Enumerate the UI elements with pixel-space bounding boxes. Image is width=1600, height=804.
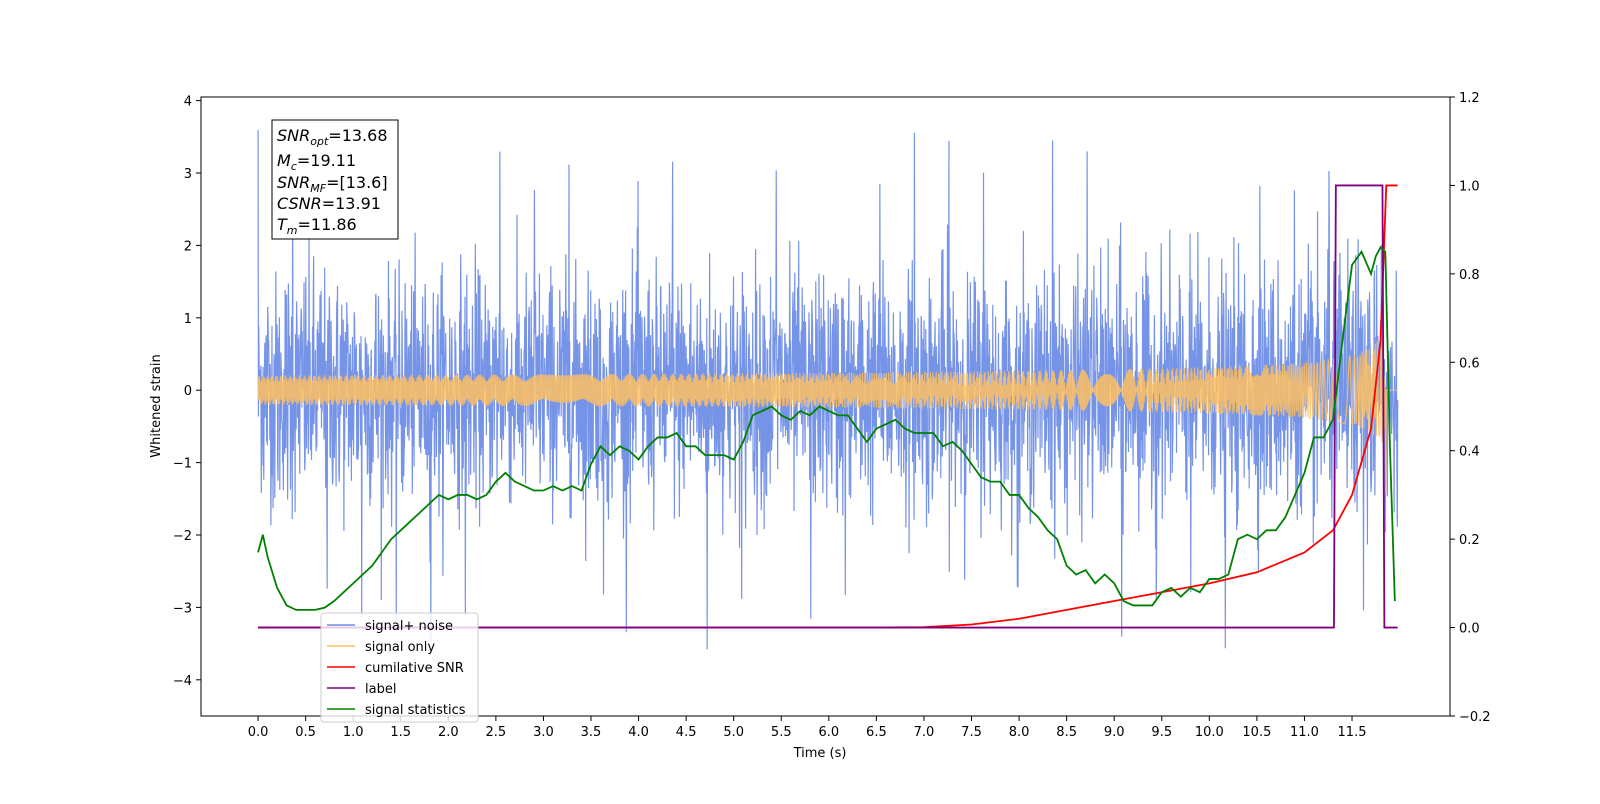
y-tick-label: 4 bbox=[184, 95, 192, 110]
x-tick-label: 9.5 bbox=[1151, 725, 1172, 740]
x-axis-title: Time (s) bbox=[793, 746, 847, 761]
x-tick-label: 9.0 bbox=[1104, 725, 1125, 740]
stats-tm: Tm=11.86 bbox=[277, 215, 357, 237]
y-axis: −4 −3 −2 −1 0 1 2 3 4 bbox=[173, 95, 201, 689]
y-tick-label: 1 bbox=[184, 312, 192, 327]
x-tick-label: 3.0 bbox=[533, 725, 554, 740]
stats-box: SNRopt=13.68 Mc=19.11 SNRMF=[13.6] CSNR=… bbox=[271, 119, 399, 240]
x-tick-label: 6.5 bbox=[866, 725, 887, 740]
x-tick-label: 3.5 bbox=[581, 725, 602, 740]
x-tick-label: 7.0 bbox=[914, 725, 935, 740]
stats-snr-opt: SNRopt=13.68 bbox=[277, 126, 388, 148]
y2-tick-label: 0.0 bbox=[1459, 622, 1480, 637]
x-tick-label: 5.5 bbox=[771, 725, 792, 740]
series-signal-only-line bbox=[257, 330, 1398, 494]
stats-box-frame bbox=[271, 119, 399, 240]
y2-tick-label: 0.4 bbox=[1459, 445, 1480, 460]
x-tick-label: 1.5 bbox=[390, 725, 411, 740]
series-signal-noise-line bbox=[257, 129, 1399, 650]
x-tick-label: 2.5 bbox=[486, 725, 507, 740]
legend-label-signal-statistics: signal statistics bbox=[365, 703, 466, 718]
y-tick-label: −3 bbox=[173, 601, 192, 616]
series-cumulative-snr-line bbox=[258, 184, 1398, 629]
x-tick-label: 5.0 bbox=[723, 725, 744, 740]
x-tick-label: 2.0 bbox=[438, 725, 459, 740]
x-tick-label: 4.5 bbox=[676, 725, 697, 740]
x-tick-label: 8.0 bbox=[1009, 725, 1030, 740]
legend-frame bbox=[320, 612, 479, 723]
x-axis: 0.0 0.5 1.0 1.5 2.0 2.5 3.0 3.5 4.0 4.5 5.0 5.5 6.0 6… bbox=[248, 716, 1367, 740]
x-tick-label: 10.0 bbox=[1195, 725, 1224, 740]
x-tick-label: 11.0 bbox=[1290, 725, 1319, 740]
y-tick-label: 0 bbox=[184, 384, 192, 399]
x-tick-label: 8.5 bbox=[1056, 725, 1077, 740]
legend-label-signal-only: signal only bbox=[365, 640, 435, 655]
x-tick-label: 10.5 bbox=[1242, 725, 1271, 740]
series-signal-statistics-line bbox=[257, 245, 1396, 611]
y-tick-label: 3 bbox=[184, 167, 192, 182]
stats-csnr: CSNR=13.91 bbox=[277, 194, 381, 213]
legend-label-cumulative-snr: cumilative SNR bbox=[365, 661, 464, 676]
y2-axis: −0.2 0.0 0.2 0.4 0.6 0.8 1.0 1.2 bbox=[1450, 91, 1491, 725]
y2-tick-label: 1.0 bbox=[1459, 179, 1480, 194]
plot-area bbox=[257, 129, 1399, 650]
y-tick-label: 2 bbox=[184, 239, 192, 254]
legend: signal+ noise signal only cumilative SNR… bbox=[320, 612, 479, 723]
x-tick-label: 4.0 bbox=[628, 725, 649, 740]
y-tick-label: −4 bbox=[173, 674, 192, 689]
y2-tick-label: 1.2 bbox=[1459, 91, 1480, 106]
x-tick-label: 0.0 bbox=[248, 725, 269, 740]
plot-frame bbox=[200, 96, 1451, 717]
stats-snr-mf: SNRMF=[13.6] bbox=[277, 173, 388, 195]
y2-tick-label: −0.2 bbox=[1459, 710, 1491, 725]
x-tick-label: 7.5 bbox=[961, 725, 982, 740]
y-tick-label: −1 bbox=[173, 457, 192, 472]
legend-label-label: label bbox=[365, 682, 396, 697]
legend-label-signal-noise: signal+ noise bbox=[365, 619, 453, 634]
y-tick-label: −2 bbox=[173, 529, 192, 544]
y2-tick-label: 0.2 bbox=[1459, 533, 1480, 548]
y-axis-title: Whitened strain bbox=[149, 354, 164, 457]
x-tick-label: 0.5 bbox=[295, 725, 316, 740]
stats-mc: Mc=19.11 bbox=[277, 151, 356, 173]
x-tick-label: 1.0 bbox=[343, 725, 364, 740]
x-tick-label: 11.5 bbox=[1338, 725, 1367, 740]
x-tick-label: 6.0 bbox=[818, 725, 839, 740]
y2-tick-label: 0.6 bbox=[1459, 356, 1480, 371]
y2-tick-label: 0.8 bbox=[1459, 268, 1480, 283]
series-label-line bbox=[258, 184, 1398, 629]
